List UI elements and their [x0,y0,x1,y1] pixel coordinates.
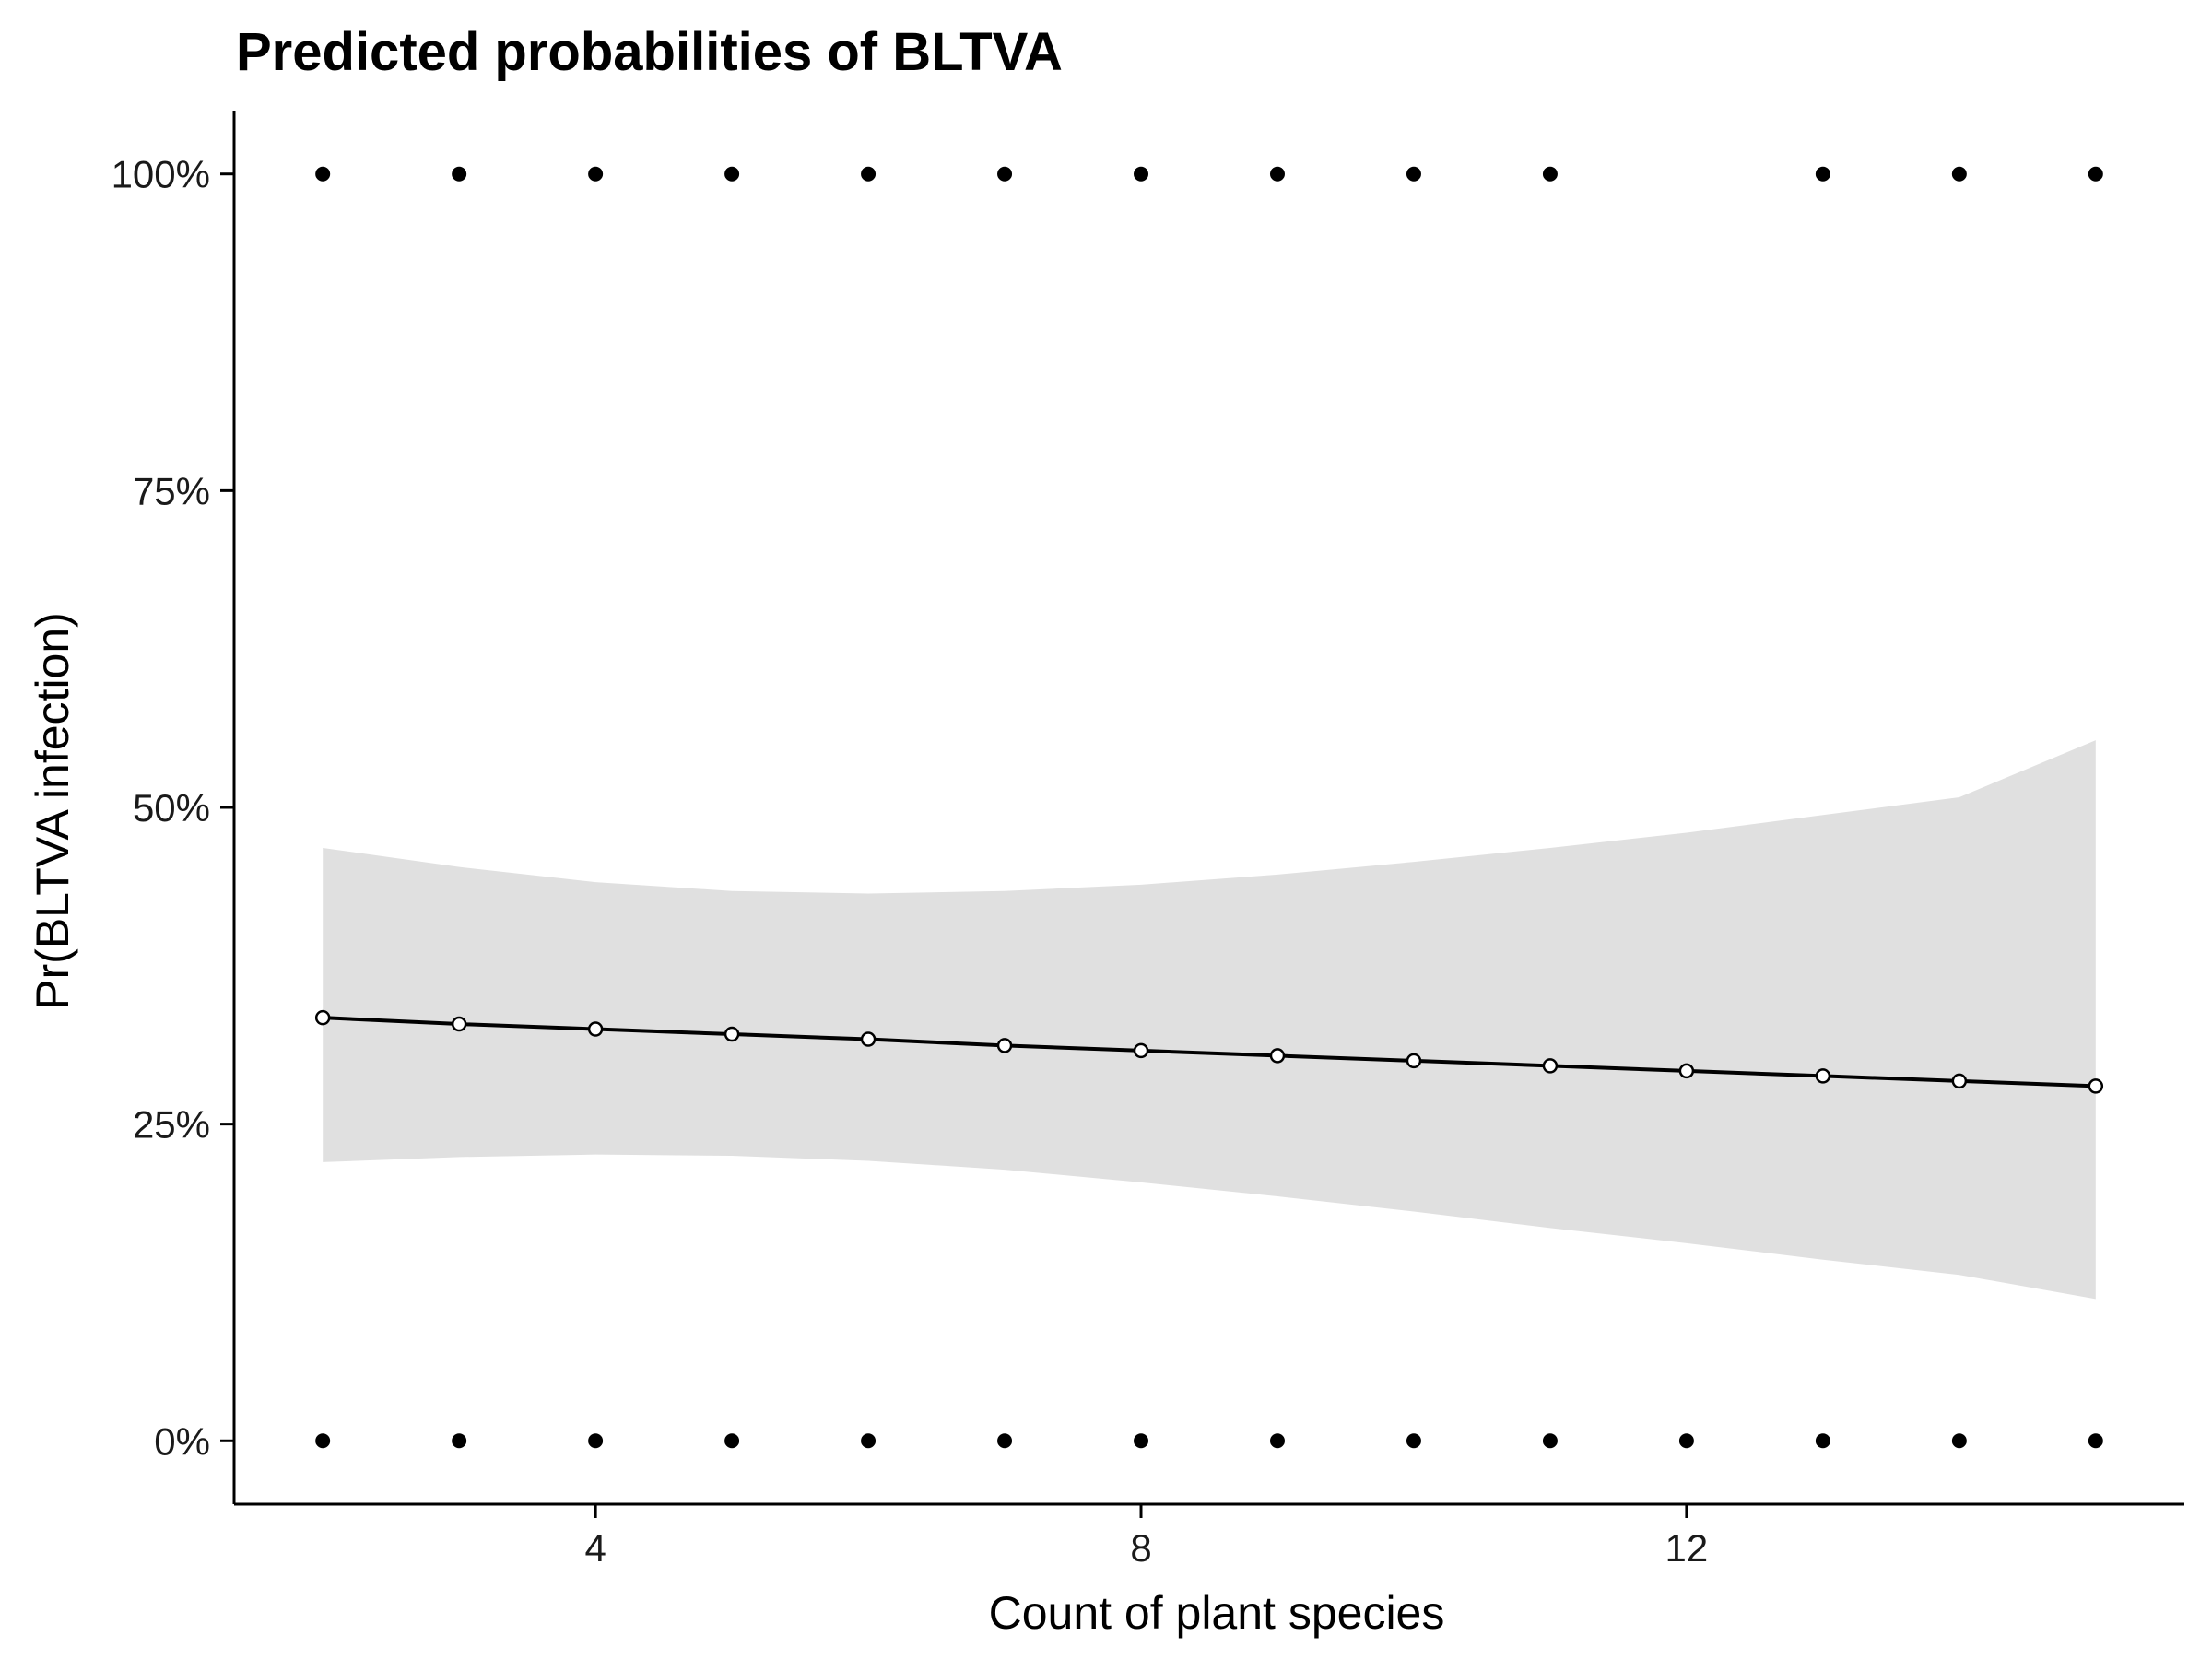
observed-points [315,166,2103,1449]
predicted-point-15 [2088,1078,2104,1094]
x-axis-ticks: 4 8 12 [584,1504,1708,1570]
observed-infected-point-4 [588,166,604,182]
chart-title: Predicted probabilities of BLTVA [236,22,1063,82]
observed-uninfected-point-5 [724,1433,740,1449]
predicted-point-6 [860,1031,877,1047]
y-axis-title: Pr(BLTVA infection) [27,612,78,1010]
y-tick-label: 0% [154,1419,210,1463]
observed-uninfected-point-13 [1815,1433,1830,1449]
predicted-point-11 [1542,1058,1559,1074]
predicted-points [314,1009,2104,1094]
observed-infected-point-6 [861,166,877,182]
observed-uninfected-point-9 [1269,1433,1285,1449]
x-tick-label: 4 [584,1526,606,1570]
predicted-point-14 [1951,1073,1968,1089]
predicted-point-3 [451,1016,467,1032]
observed-infected-point-14 [1951,166,1967,182]
predicted-point-9 [1269,1048,1286,1064]
observed-uninfected-point-6 [861,1433,877,1449]
x-tick-label: 12 [1665,1526,1709,1570]
observed-uninfected-point-14 [1951,1433,1967,1449]
y-tick-label: 100% [112,153,210,196]
observed-infected-point-13 [1815,166,1830,182]
observed-infected-point-15 [2088,166,2103,182]
observed-uninfected-point-12 [1678,1433,1694,1449]
y-axis-ticks: 0% 25% 50% 75% 100% [112,153,234,1463]
predicted-point-2 [314,1009,331,1026]
plot-area [314,166,2104,1449]
observed-uninfected-point-8 [1134,1433,1149,1449]
observed-infected-point-2 [315,166,331,182]
fitted-line [323,1016,2096,1088]
predicted-point-7 [996,1038,1013,1053]
observed-uninfected-point-4 [588,1433,604,1449]
x-axis-title: Count of plant species [989,1587,1445,1639]
observed-uninfected-point-15 [2088,1433,2103,1449]
y-tick-label: 25% [133,1103,210,1147]
axes: 0% 25% 50% 75% 100% 4 8 12 [112,111,2184,1570]
observed-infected-point-9 [1269,166,1285,182]
predicted-point-8 [1133,1042,1149,1059]
x-tick-label: 8 [1130,1526,1151,1570]
observed-infected-point-10 [1406,166,1421,182]
observed-uninfected-point-3 [452,1433,467,1449]
confidence-band [323,740,2096,1300]
observed-uninfected-point-11 [1542,1433,1558,1449]
observed-infected-point-11 [1542,166,1558,182]
predicted-point-10 [1406,1053,1422,1069]
observed-uninfected-point-10 [1406,1433,1421,1449]
predicted-point-13 [1815,1068,1831,1084]
observed-uninfected-point-2 [315,1433,331,1449]
observed-infected-point-5 [724,166,740,182]
observed-infected-point-8 [1134,166,1149,182]
y-tick-label: 50% [133,786,210,830]
predicted-point-5 [724,1026,740,1042]
predicted-point-4 [587,1021,604,1037]
observed-uninfected-point-7 [997,1433,1013,1449]
observed-infected-point-3 [452,166,467,182]
predicted-point-12 [1678,1063,1695,1079]
observed-infected-point-7 [997,166,1013,182]
y-tick-label: 75% [133,469,210,512]
